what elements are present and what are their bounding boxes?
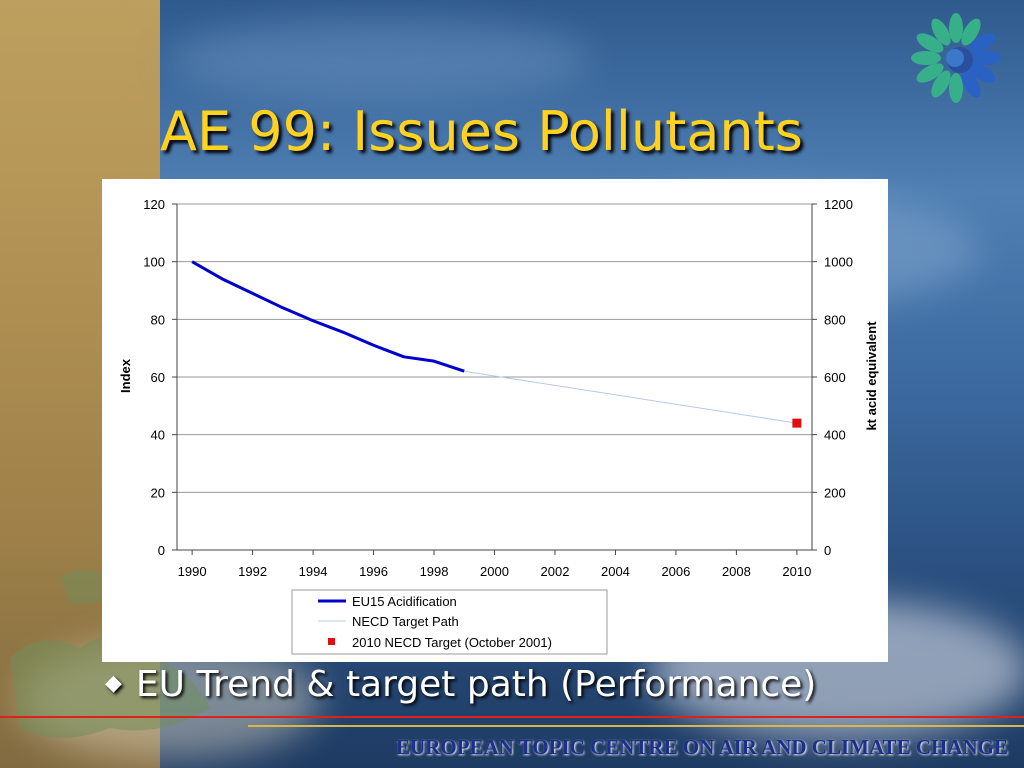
x-tick-label: 1998 [420,564,449,579]
x-tick-label: 2006 [661,564,690,579]
y-axis-label: Index [118,358,133,393]
logo-petal [931,70,951,98]
legend-swatch-target [328,638,335,645]
x-tick-label: 1994 [299,564,328,579]
logo-petal [916,63,944,83]
series-line-necd [464,370,797,424]
legend-label-target: 2010 NECD Target (October 2001) [352,635,552,650]
series-line-eu15 [191,260,465,373]
logo-petal [961,70,981,98]
x-tick-label: 2010 [782,564,811,579]
logo-petal [949,73,963,103]
x-tick-label: 1992 [238,564,267,579]
background-cloud [170,20,590,100]
chart-legend: EU15 Acidification NECD Target Path 2010… [291,589,608,655]
footer-rule-gold [248,725,1024,727]
x-tick-label: 2004 [601,564,630,579]
x-tick-label: 2000 [480,564,509,579]
eea-logo [911,13,1001,103]
x-tick-label: 2002 [541,564,570,579]
y2-axis-label: kt acid equivalent [864,321,879,431]
logo-petal [931,18,951,46]
bullet-text: EU Trend & target path (Performance) [135,664,817,705]
y-tick-label: 0 [158,543,165,558]
logo-petal [971,51,1001,65]
x-tick-label: 1996 [359,564,388,579]
footer-organization: EUROPEAN TOPIC CENTRE ON AIR AND CLIMATE… [396,735,1008,759]
y2-tick-label: 1000 [824,255,853,270]
chart-panel: 0 20 40 60 80 100 120 0 200 400 600 800 1000 1200 19… [102,179,888,662]
bullet-point: ◆ EU Trend & target path (Performance) [105,664,816,705]
logo-petal [911,51,941,65]
logo-petal [949,13,963,43]
y-tick-label: 60 [151,370,165,385]
y-tick-label: 20 [151,485,165,500]
acidification-chart: 0 20 40 60 80 100 120 0 200 400 600 800 1000 1200 19… [118,197,879,655]
footer-rule-red [0,716,1024,718]
legend-label-eu15: EU15 Acidification [352,594,457,609]
diamond-bullet-icon: ◆ [105,671,122,696]
y-tick-label: 100 [143,255,165,270]
y2-tick-label: 200 [824,485,846,500]
x-tick-label: 1990 [178,564,207,579]
y-tick-label: 40 [151,428,165,443]
series-marker-target [792,418,802,428]
y2-tick-label: 400 [824,428,846,443]
logo-petal [916,33,944,53]
y2-tick-label: 600 [824,370,846,385]
logo-petal [961,18,981,46]
x-tick-label: 2008 [722,564,751,579]
y2-tick-label: 1200 [824,197,853,212]
y2-tick-label: 0 [824,543,831,558]
y-tick-label: 120 [143,197,165,212]
logo-petal [968,63,996,83]
slide-title: AE 99: Issues Pollutants [160,100,803,163]
y2-tick-label: 800 [824,312,846,327]
y-tick-label: 80 [151,312,165,327]
logo-petal [968,33,996,53]
legend-label-necd: NECD Target Path [352,614,459,629]
